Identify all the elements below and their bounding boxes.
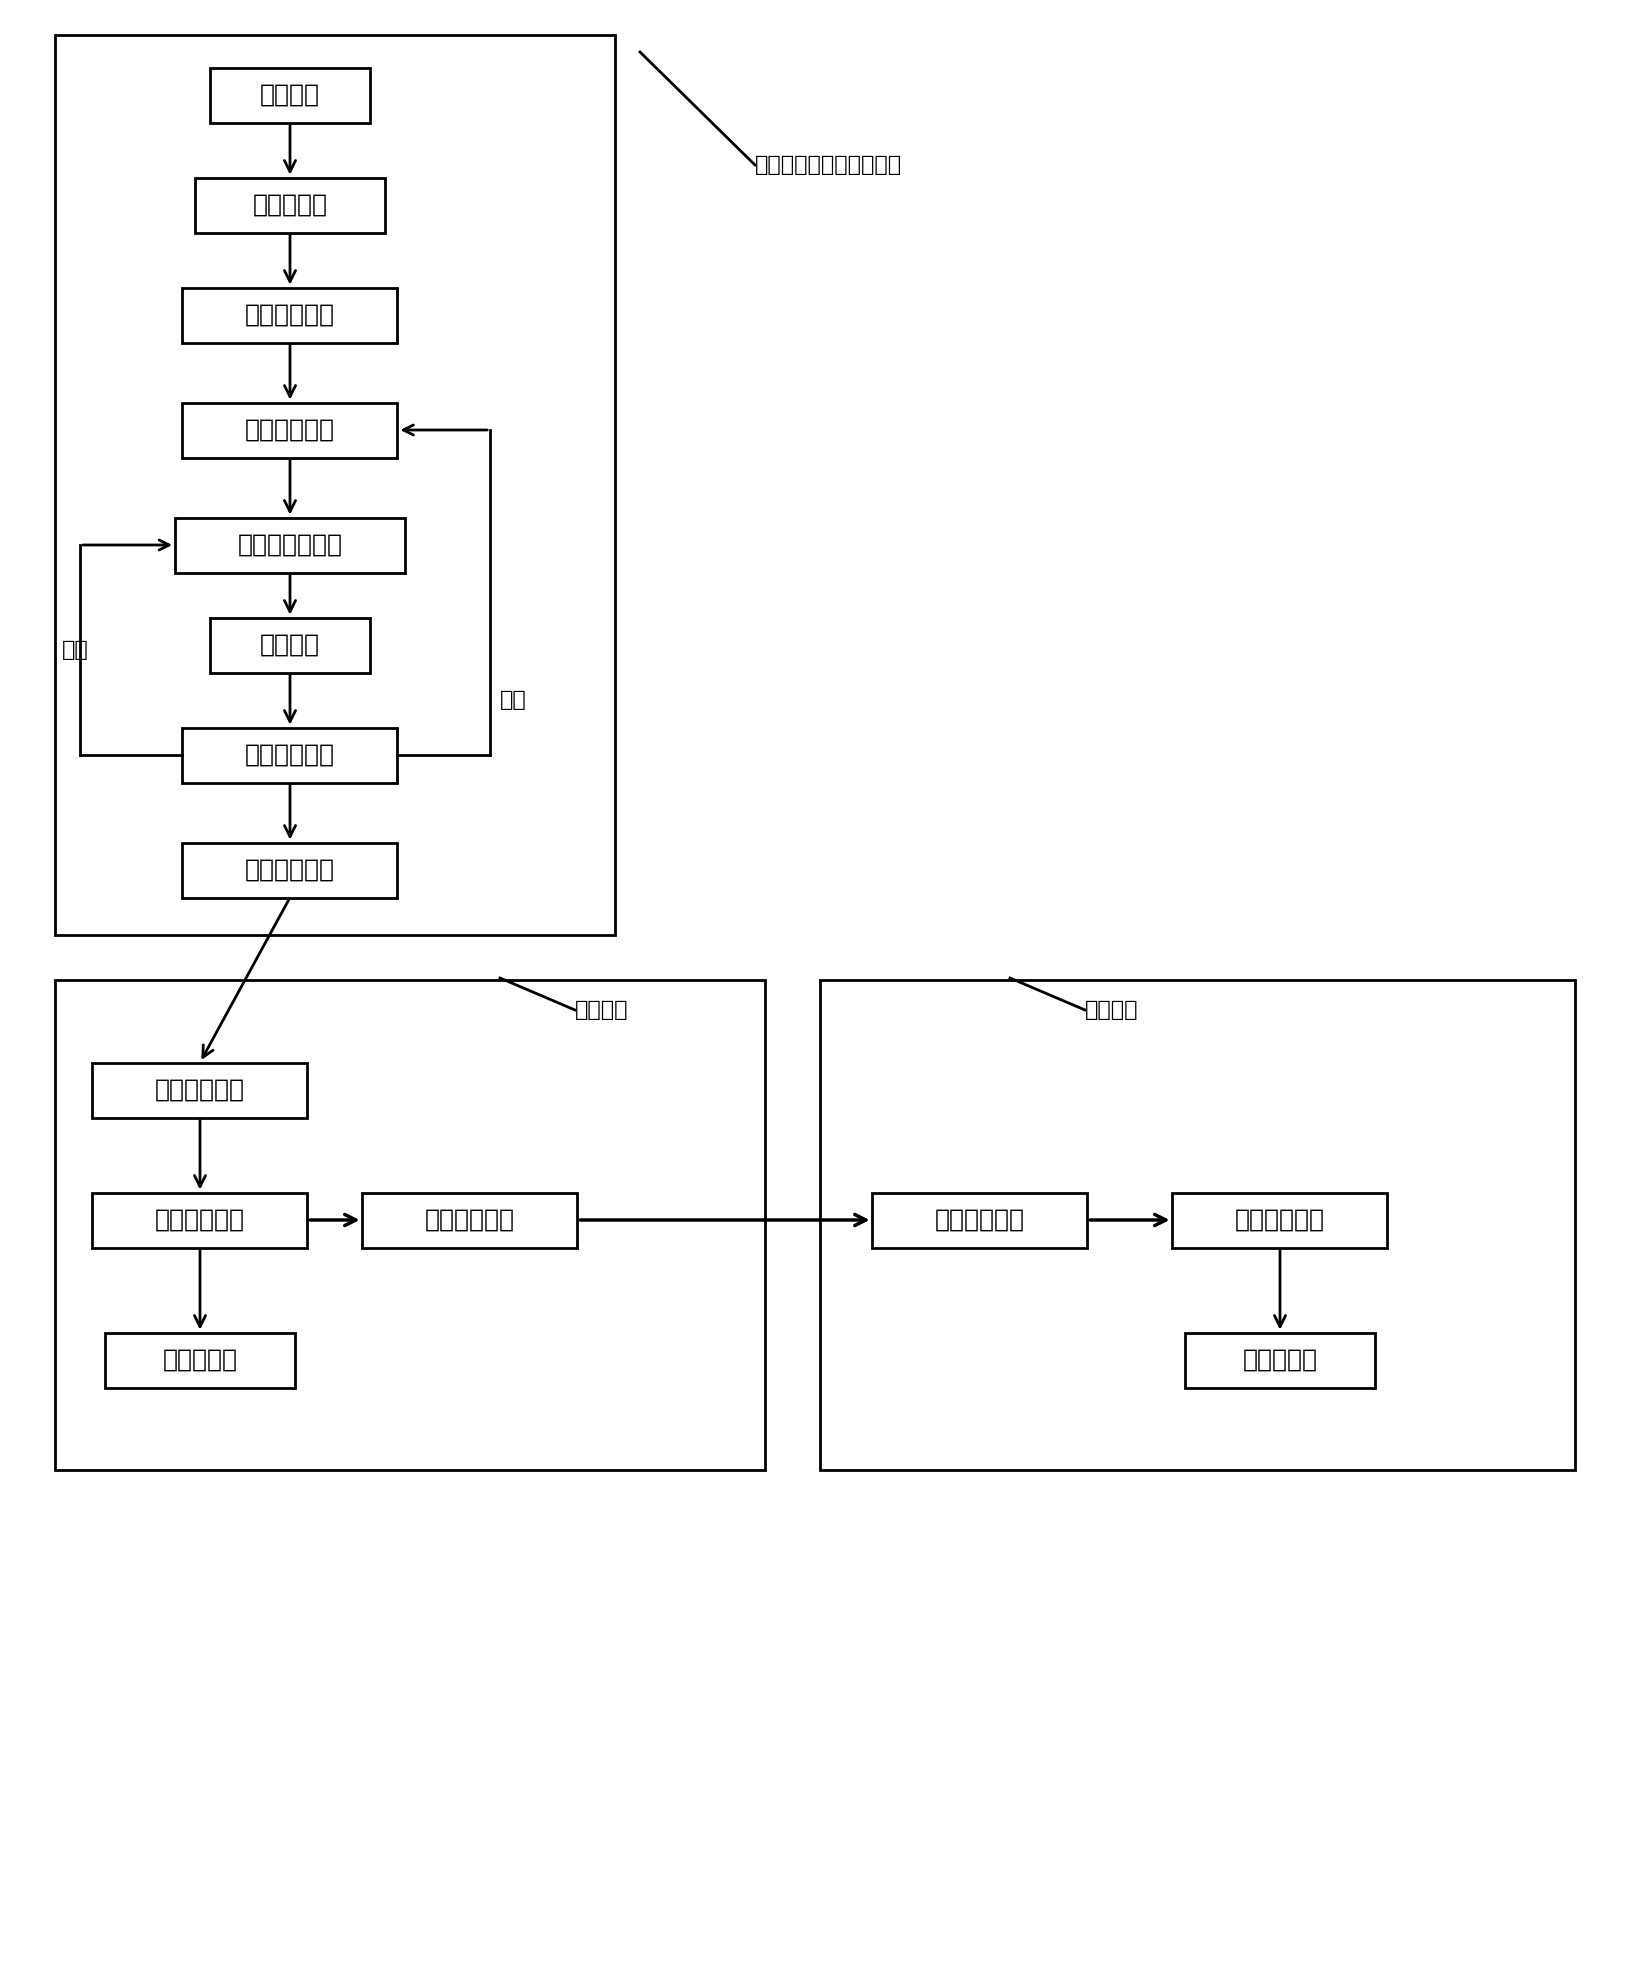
Bar — [105, 1332, 295, 1388]
Bar — [182, 288, 397, 342]
Text: 气压信号: 气压信号 — [261, 83, 320, 107]
Bar — [182, 843, 397, 897]
Bar — [56, 980, 764, 1469]
Text: 显示导航波: 显示导航波 — [162, 1348, 238, 1372]
Bar — [210, 68, 370, 123]
Text: 网络数据输出: 网络数据输出 — [425, 1209, 515, 1233]
Bar — [210, 618, 370, 672]
Bar — [1185, 1332, 1373, 1388]
Text: 呼吸信号数字化采集设备: 呼吸信号数字化采集设备 — [754, 155, 901, 175]
Bar — [182, 402, 397, 457]
Text: 串行总线输入: 串行总线输入 — [156, 1077, 244, 1101]
Text: 差分电压信号: 差分电压信号 — [244, 302, 334, 326]
Text: 远端电脑: 远端电脑 — [1085, 1000, 1137, 1020]
Text: 数字信号: 数字信号 — [261, 632, 320, 656]
Bar — [362, 1193, 577, 1248]
Text: 数字信号处理: 数字信号处理 — [244, 744, 334, 767]
Text: 反馈: 反馈 — [500, 690, 526, 710]
Bar — [820, 980, 1573, 1469]
Bar — [195, 177, 385, 233]
Text: 数字信号分析: 数字信号分析 — [1234, 1209, 1324, 1233]
Text: 网络数据输人: 网络数据输人 — [934, 1209, 1024, 1233]
Text: 模拟数字转换器: 模拟数字转换器 — [238, 533, 343, 557]
Bar — [92, 1062, 308, 1117]
Text: 显示导航波: 显示导航波 — [1242, 1348, 1316, 1372]
Bar — [56, 36, 615, 934]
Text: 反馈: 反馈 — [62, 640, 89, 660]
Text: 数字信号分析: 数字信号分析 — [156, 1209, 244, 1233]
Bar — [182, 728, 397, 783]
Bar — [92, 1193, 308, 1248]
Text: 本地电脑: 本地电脑 — [575, 1000, 628, 1020]
Bar — [872, 1193, 1087, 1248]
Bar — [1172, 1193, 1387, 1248]
Text: 压力传感器: 压力传感器 — [252, 193, 328, 217]
Text: 串行总线输出: 串行总线输出 — [244, 859, 334, 883]
Text: 自动增益控制: 自动增益控制 — [244, 417, 334, 441]
Bar — [175, 517, 405, 573]
